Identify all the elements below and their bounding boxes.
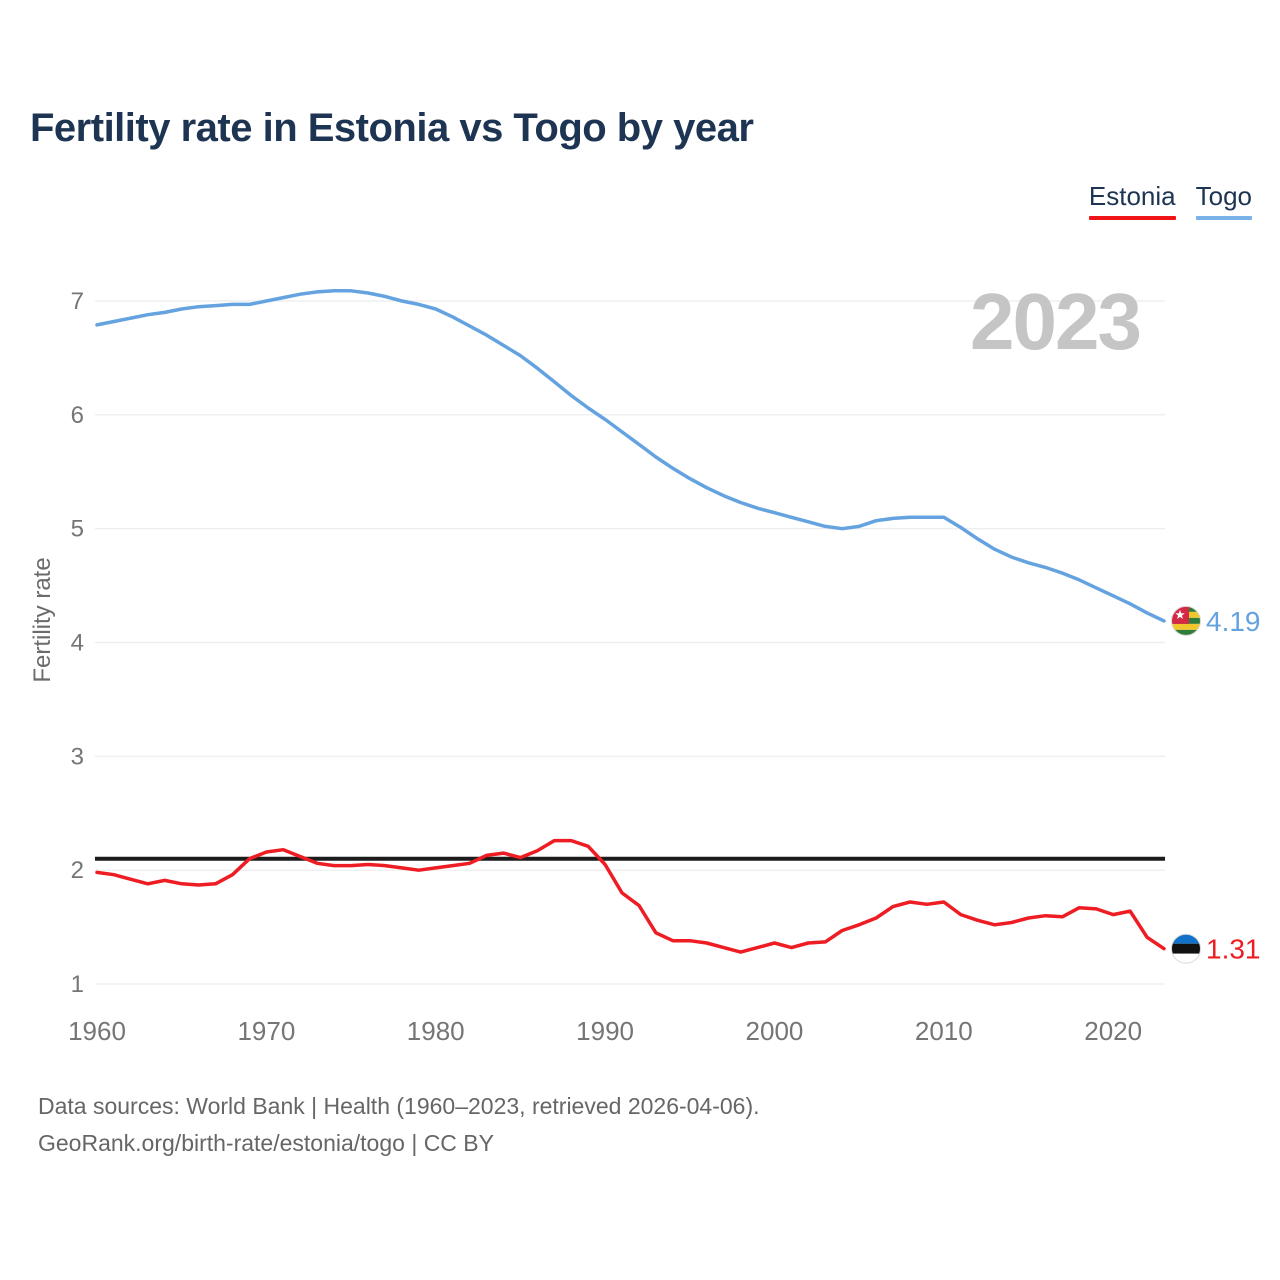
footer: Data sources: World Bank | Health (1960–… (38, 1088, 760, 1162)
estonia-series-line (95, 838, 1166, 954)
footer-attribution-line: GeoRank.org/birth-rate/estonia/togo | CC… (38, 1130, 494, 1156)
x-tick-label: 1970 (237, 1016, 295, 1046)
y-tick-label: 1 (71, 971, 84, 998)
legend-underline-togo (1195, 215, 1252, 220)
x-axis-tick-labels: 1960 1970 1980 1990 2000 2010 2020 (68, 1016, 1142, 1046)
y-tick-label: 4 (71, 630, 84, 657)
legend-label-estonia: Estonia (1088, 181, 1176, 211)
legend-underline-estonia (1088, 215, 1176, 220)
togo-series-line (95, 289, 1166, 623)
gridlines (95, 300, 1165, 985)
series-lines (95, 289, 1166, 954)
estonia-end-value-label: 1.31 (1206, 934, 1261, 965)
x-tick-label: 2000 (746, 1016, 804, 1046)
x-tick-label: 1990 (576, 1016, 634, 1046)
page-title: Fertility rate in Estonia vs Togo by yea… (30, 106, 754, 150)
y-tick-label: 6 (71, 402, 84, 429)
y-tick-label: 5 (71, 516, 84, 543)
y-tick-label: 7 (71, 288, 84, 315)
y-axis-tick-labels: 1 2 3 4 5 6 7 (71, 288, 84, 998)
legend-item-estonia[interactable]: Estonia (1088, 181, 1176, 220)
legend-item-togo[interactable]: Togo (1195, 181, 1252, 220)
year-watermark: 2023 (970, 277, 1140, 366)
footer-sources-line: Data sources: World Bank | Health (1960–… (38, 1093, 760, 1119)
togo-flag-icon (1171, 605, 1201, 636)
y-tick-label: 2 (71, 857, 84, 884)
x-tick-label: 1980 (407, 1016, 465, 1046)
togo-end-value-label: 4.19 (1206, 606, 1261, 637)
x-tick-label: 1960 (68, 1016, 126, 1046)
y-axis-title: Fertility rate (29, 557, 56, 682)
legend-label-togo: Togo (1195, 181, 1252, 211)
x-tick-label: 2020 (1084, 1016, 1142, 1046)
y-tick-label: 3 (71, 743, 84, 770)
chart-legend: Estonia Togo (1088, 181, 1252, 220)
estonia-flag-icon (1171, 933, 1201, 964)
x-tick-label: 2010 (915, 1016, 973, 1046)
